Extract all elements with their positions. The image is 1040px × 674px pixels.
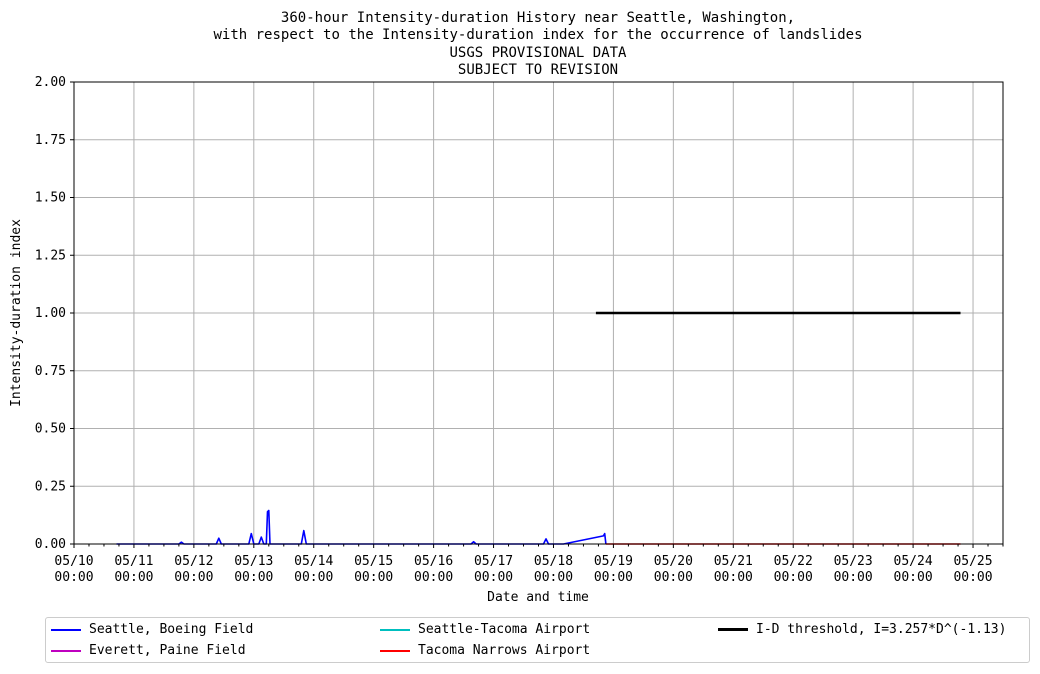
legend-label-tacoma: Tacoma Narrows Airport <box>418 643 591 658</box>
title-line-1: 360-hour Intensity-duration History near… <box>281 10 795 26</box>
x-tick-label-time: 00:00 <box>534 570 573 585</box>
legend-item-threshold: I-D threshold, I=3.257*D^(-1.13) <box>718 622 1006 637</box>
series-line-0 <box>116 509 607 545</box>
legend-swatch-boeing <box>51 628 81 631</box>
x-tick-label-date: 05/16 <box>414 554 453 569</box>
x-tick-label-date: 05/20 <box>654 554 693 569</box>
x-tick-label-date: 05/21 <box>714 554 753 569</box>
x-tick-label-time: 00:00 <box>474 570 513 585</box>
x-tick-label-date: 05/18 <box>534 554 573 569</box>
x-tick-label-date: 05/24 <box>894 554 933 569</box>
x-tick-label-date: 05/11 <box>114 554 153 569</box>
x-tick-label-date: 05/12 <box>174 554 213 569</box>
x-tick-label-date: 05/22 <box>774 554 813 569</box>
y-axis-ticks: 0.00 0.25 0.50 0.75 1.00 1.25 1.50 1.75 2.00 <box>35 75 74 552</box>
legend-label-everett: Everett, Paine Field <box>89 643 246 658</box>
x-tick-label-date: 05/23 <box>834 554 873 569</box>
y-axis-label: Intensity-duration index <box>9 219 24 407</box>
legend-swatch-threshold <box>718 628 748 631</box>
x-axis-ticks: 05/1000:0005/1100:0005/1200:0005/1300:00… <box>54 544 1004 585</box>
x-tick-label-time: 00:00 <box>354 570 393 585</box>
legend-label-threshold: I-D threshold, I=3.257*D^(-1.13) <box>756 622 1007 637</box>
legend-item-seatac: Seattle-Tacoma Airport <box>380 622 590 637</box>
y-tick-label: 0.25 <box>35 479 66 494</box>
x-tick-label-time: 00:00 <box>894 570 933 585</box>
y-tick-label: 0.75 <box>35 364 66 379</box>
legend-item-everett: Everett, Paine Field <box>51 643 246 658</box>
x-axis-label: Date and time <box>487 590 589 605</box>
y-tick-label: 0.50 <box>35 422 66 437</box>
legend: Seattle, Boeing Field Everett, Paine Fie… <box>45 617 1030 663</box>
x-tick-label-time: 00:00 <box>774 570 813 585</box>
x-tick-label-time: 00:00 <box>174 570 213 585</box>
title-line-2: with respect to the Intensity-duration i… <box>213 27 862 43</box>
legend-item-tacoma: Tacoma Narrows Airport <box>380 643 590 658</box>
x-tick-label-time: 00:00 <box>714 570 753 585</box>
y-tick-label: 2.00 <box>35 75 66 90</box>
x-tick-label-time: 00:00 <box>594 570 633 585</box>
title-line-3: USGS PROVISIONAL DATA <box>449 45 627 61</box>
x-tick-label-time: 00:00 <box>834 570 873 585</box>
y-tick-label: 0.00 <box>35 537 66 552</box>
y-tick-label: 1.75 <box>35 133 66 148</box>
y-tick-label: 1.25 <box>35 248 66 263</box>
x-tick-label-date: 05/19 <box>594 554 633 569</box>
x-tick-label-time: 00:00 <box>294 570 333 585</box>
x-tick-label-date: 05/14 <box>294 554 333 569</box>
chart-title: 360-hour Intensity-duration History near… <box>213 10 862 78</box>
x-tick-label-date: 05/15 <box>354 554 393 569</box>
x-tick-label-date: 05/25 <box>953 554 992 569</box>
title-line-4: SUBJECT TO REVISION <box>458 62 618 78</box>
legend-swatch-seatac <box>380 628 410 631</box>
x-tick-label-date: 05/17 <box>474 554 513 569</box>
x-tick-label-time: 00:00 <box>54 570 93 585</box>
grid <box>73 81 1003 545</box>
x-tick-label-date: 05/10 <box>54 554 93 569</box>
x-tick-label-time: 00:00 <box>414 570 453 585</box>
x-tick-label-time: 00:00 <box>953 570 992 585</box>
legend-label-seatac: Seattle-Tacoma Airport <box>418 622 591 637</box>
legend-label-boeing: Seattle, Boeing Field <box>89 622 254 637</box>
y-tick-label: 1.00 <box>35 306 66 321</box>
x-tick-label-time: 00:00 <box>654 570 693 585</box>
x-tick-label-time: 00:00 <box>234 570 273 585</box>
x-tick-label-time: 00:00 <box>114 570 153 585</box>
legend-item-boeing: Seattle, Boeing Field <box>51 622 253 637</box>
legend-swatch-tacoma <box>380 649 410 652</box>
y-tick-label: 1.50 <box>35 191 66 206</box>
legend-swatch-everett <box>51 649 81 652</box>
x-tick-label-date: 05/13 <box>234 554 273 569</box>
